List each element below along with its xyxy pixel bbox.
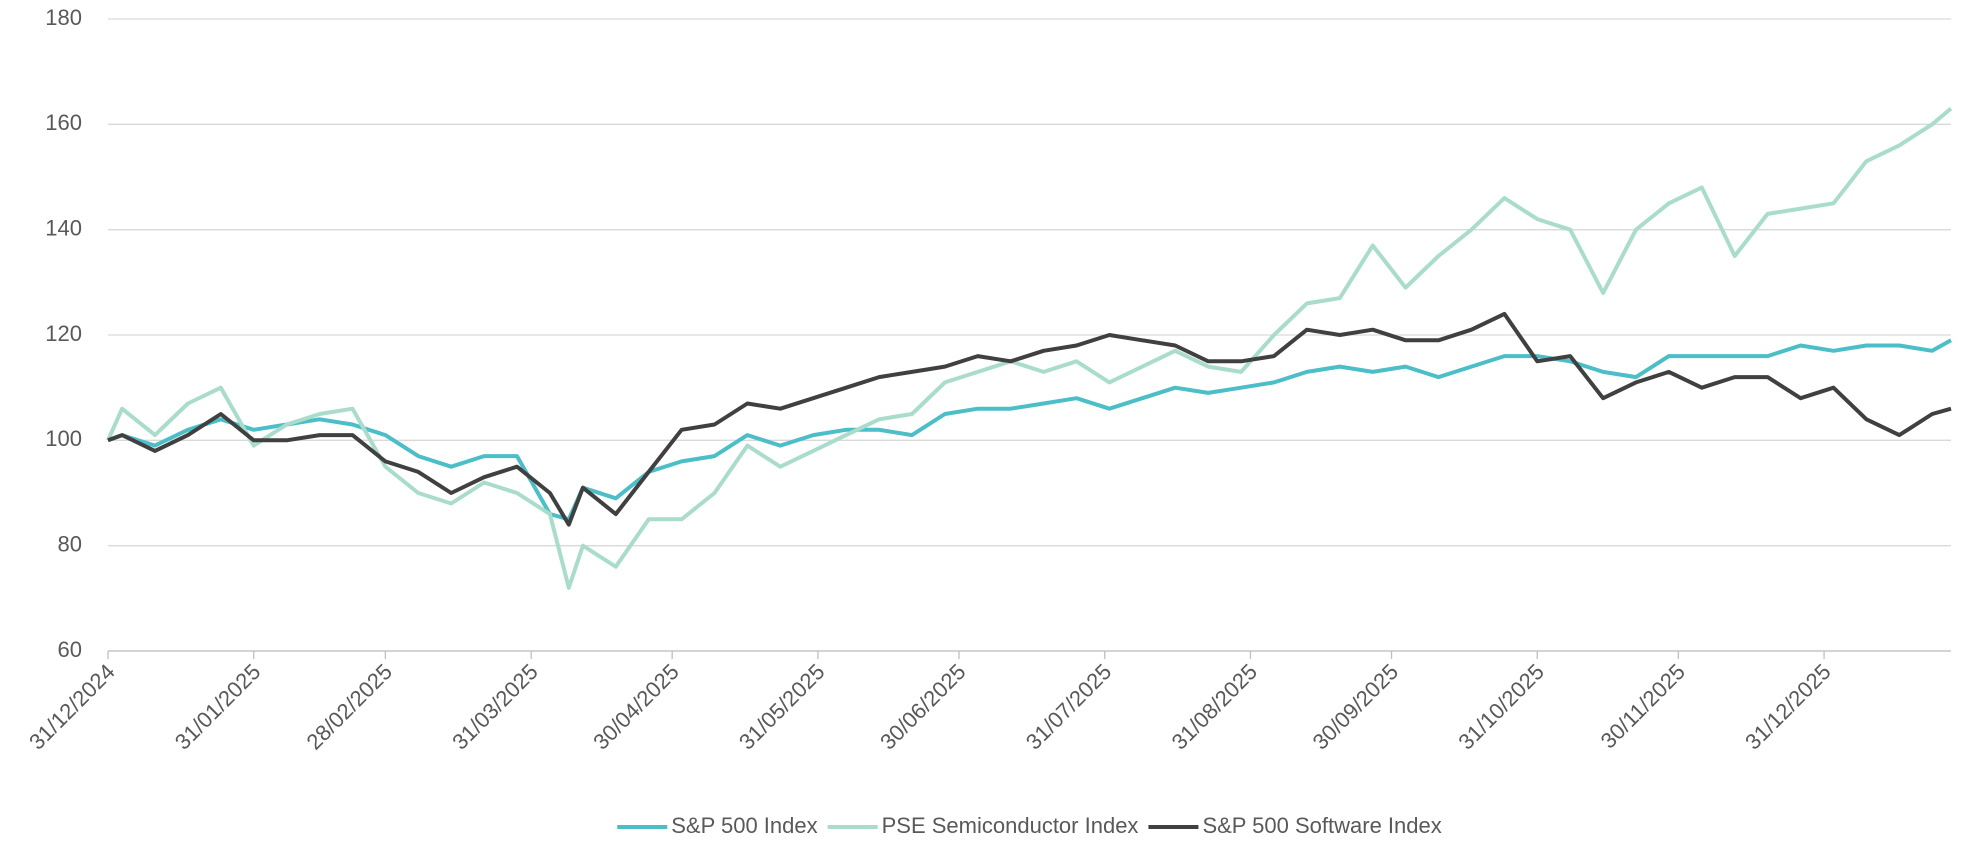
x-tick-label: 30/06/2025 <box>875 659 971 755</box>
legend-label: S&P 500 Software Index <box>1202 813 1441 838</box>
y-tick-label: 120 <box>45 321 82 346</box>
x-tick-label: 31/05/2025 <box>734 659 830 755</box>
x-tick-label: 30/11/2025 <box>1596 659 1690 753</box>
x-tick-label: 31/10/2025 <box>1453 659 1549 755</box>
y-tick-label: 100 <box>45 426 82 451</box>
series-line <box>107 338 1952 522</box>
y-tick-label: 140 <box>45 215 82 240</box>
legend: S&P 500 Index PSE Semiconductor Index S&P … <box>617 813 1442 838</box>
x-tick-label: 31/07/2025 <box>1021 659 1117 755</box>
y-tick-label: 80 <box>58 531 82 556</box>
x-tick-label: 28/02/2025 <box>301 659 397 755</box>
legend-label: S&P 500 Index <box>671 813 817 838</box>
y-tick-label: 160 <box>45 110 82 135</box>
legend-label: PSE Semiconductor Index <box>882 813 1139 838</box>
series-line <box>107 311 1952 527</box>
y-tick-label: 60 <box>58 637 82 662</box>
x-tick-label: 31/08/2025 <box>1167 659 1263 755</box>
series-line <box>106 106 1953 590</box>
x-tick-label: 31/03/2025 <box>447 659 543 755</box>
x-tick-label: 30/04/2025 <box>588 659 684 755</box>
y-tick-label: 180 <box>45 5 82 30</box>
x-tick-label: 30/09/2025 <box>1308 659 1404 755</box>
x-tick-label: 31/12/2024 <box>24 659 120 755</box>
x-tick-label: 31/01/2025 <box>170 659 266 755</box>
x-tick-label: 31/12/2025 <box>1740 659 1836 755</box>
